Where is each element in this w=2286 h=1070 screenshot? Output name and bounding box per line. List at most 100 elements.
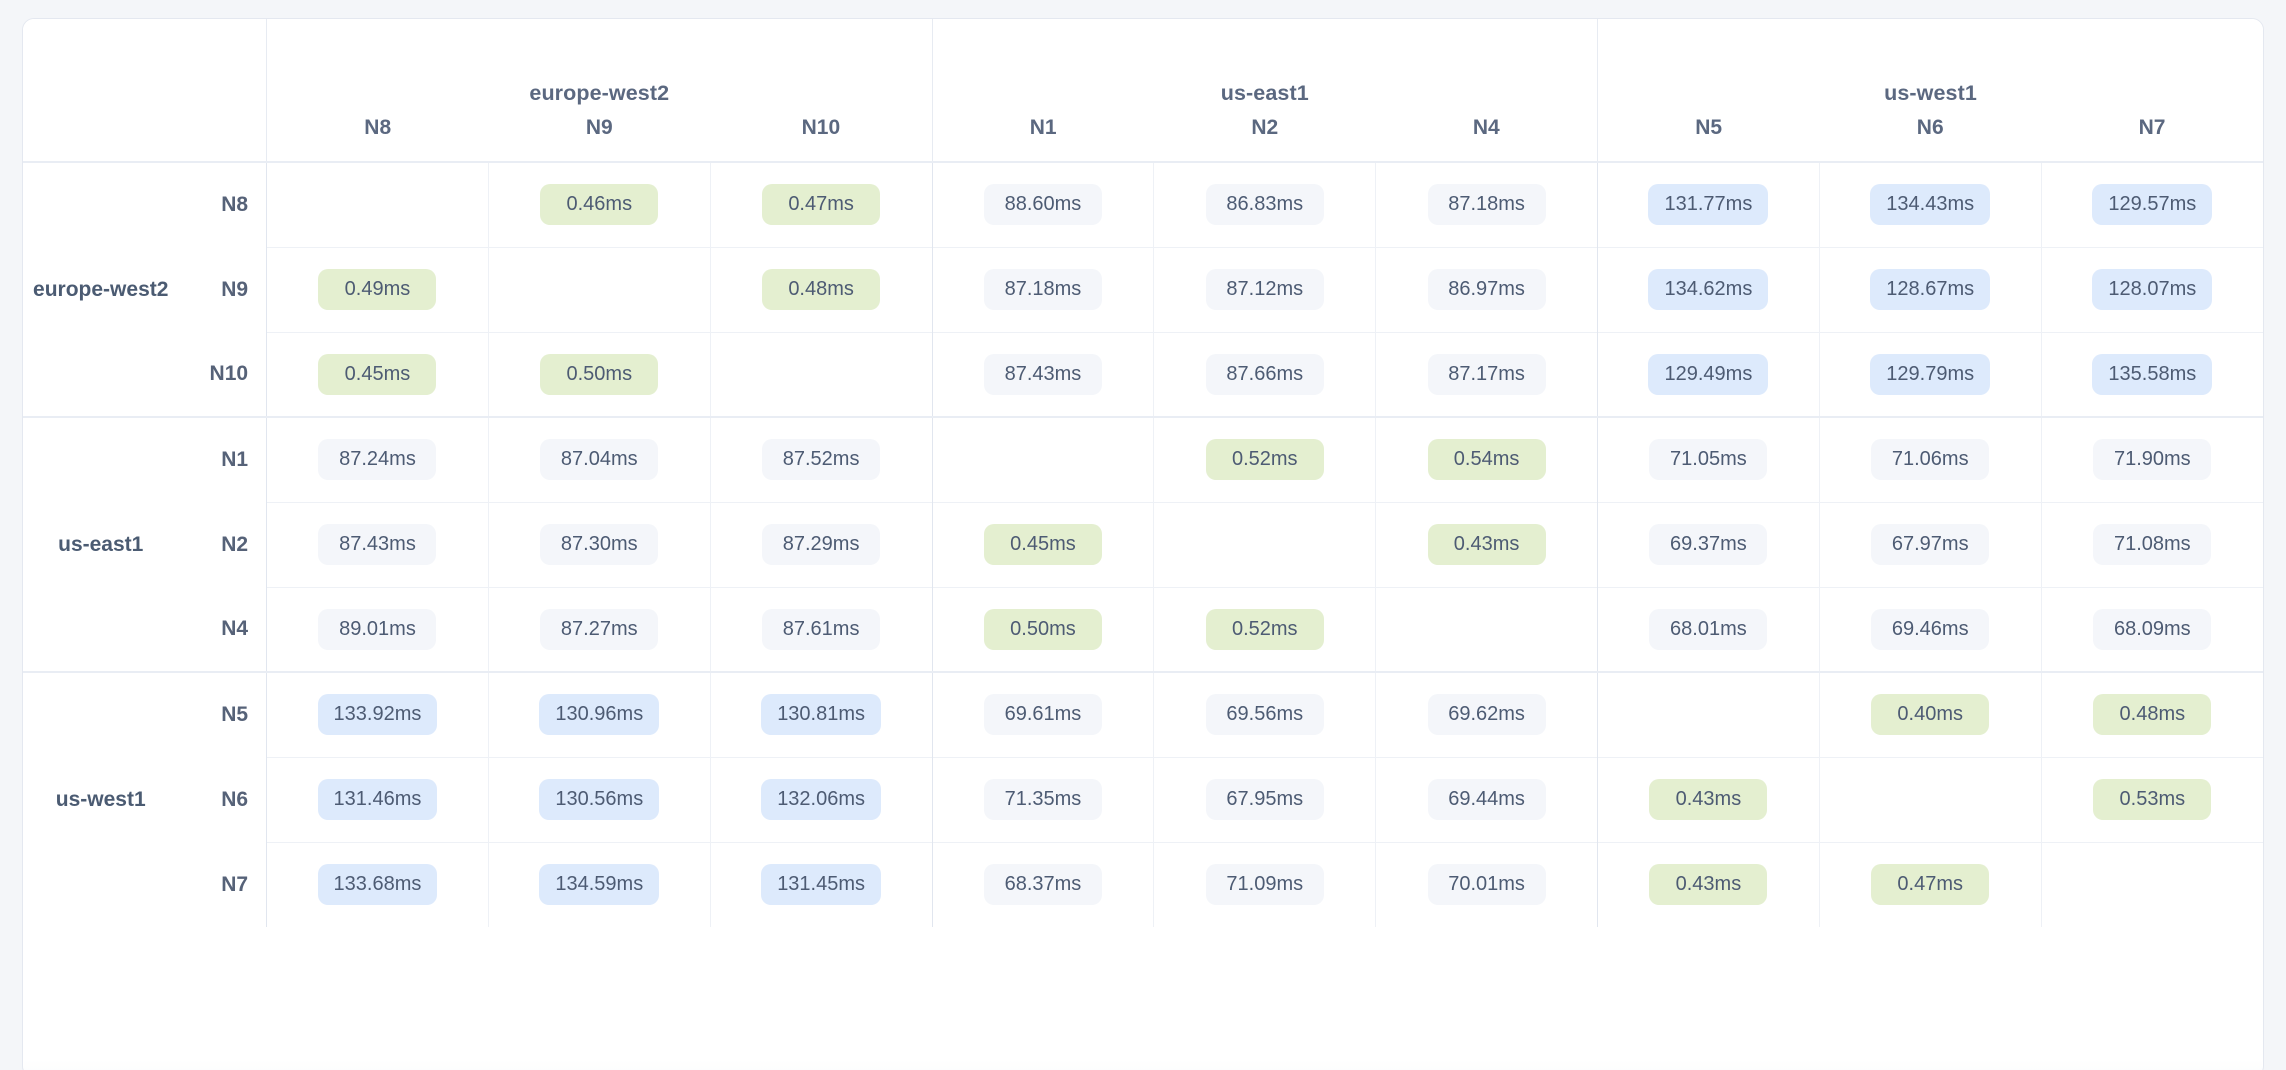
header-node-N2[interactable]: N2: [1153, 114, 1376, 163]
latency-cell[interactable]: 130.81ms: [709, 671, 933, 757]
latency-cell[interactable]: 71.35ms: [931, 756, 1154, 842]
latency-cell[interactable]: 0.43ms: [1597, 756, 1820, 842]
latency-cell[interactable]: 87.30ms: [487, 501, 711, 587]
latency-cell[interactable]: 86.97ms: [1375, 246, 1598, 332]
latency-cell[interactable]: 68.01ms: [1597, 586, 1820, 672]
latency-cell[interactable]: 131.46ms: [266, 756, 489, 842]
latency-cell[interactable]: 135.58ms: [2040, 331, 2263, 417]
latency-cell[interactable]: 87.17ms: [1375, 331, 1598, 417]
latency-cell[interactable]: 0.49ms: [266, 246, 489, 332]
latency-cell[interactable]: 0.43ms: [1597, 841, 1820, 927]
latency-cell[interactable]: 0.52ms: [1153, 416, 1376, 502]
latency-cell[interactable]: 134.43ms: [1818, 161, 2042, 247]
latency-cell[interactable]: 87.61ms: [709, 586, 933, 672]
row-node-label-N2[interactable]: N2: [178, 502, 268, 587]
latency-cell[interactable]: [1597, 671, 1820, 757]
latency-cell[interactable]: 133.68ms: [266, 841, 489, 927]
row-node-label-N5[interactable]: N5: [178, 671, 268, 757]
latency-cell[interactable]: 69.46ms: [1818, 586, 2042, 672]
latency-cell[interactable]: [2040, 841, 2263, 927]
latency-cell[interactable]: 131.77ms: [1597, 161, 1820, 247]
latency-cell[interactable]: 131.45ms: [709, 841, 933, 927]
latency-cell[interactable]: 70.01ms: [1375, 841, 1598, 927]
latency-cell[interactable]: 71.08ms: [2040, 501, 2263, 587]
latency-cell[interactable]: 71.06ms: [1818, 416, 2042, 502]
latency-cell[interactable]: 71.09ms: [1153, 841, 1376, 927]
latency-cell[interactable]: [1818, 756, 2042, 842]
latency-cell[interactable]: 134.59ms: [487, 841, 711, 927]
latency-cell[interactable]: 71.90ms: [2040, 416, 2263, 502]
latency-cell[interactable]: 87.24ms: [266, 416, 489, 502]
row-node-label-N9[interactable]: N9: [178, 247, 268, 332]
latency-cell[interactable]: 133.92ms: [266, 671, 489, 757]
row-node-label-N7[interactable]: N7: [178, 842, 268, 927]
latency-cell[interactable]: 129.49ms: [1597, 331, 1820, 417]
latency-cell[interactable]: 0.45ms: [266, 331, 489, 417]
latency-cell[interactable]: 134.62ms: [1597, 246, 1820, 332]
latency-cell[interactable]: 129.79ms: [1818, 331, 2042, 417]
latency-cell[interactable]: 0.43ms: [1375, 501, 1598, 587]
latency-cell[interactable]: [487, 246, 711, 332]
latency-cell[interactable]: 0.45ms: [931, 501, 1154, 587]
latency-cell[interactable]: 71.05ms: [1597, 416, 1820, 502]
latency-cell[interactable]: 0.54ms: [1375, 416, 1598, 502]
latency-cell[interactable]: 69.62ms: [1375, 671, 1598, 757]
latency-cell[interactable]: 87.66ms: [1153, 331, 1376, 417]
latency-cell[interactable]: 68.37ms: [931, 841, 1154, 927]
latency-cell[interactable]: [709, 331, 933, 417]
latency-cell[interactable]: 67.97ms: [1818, 501, 2042, 587]
latency-cell[interactable]: 128.67ms: [1818, 246, 2042, 332]
latency-cell[interactable]: 0.47ms: [1818, 841, 2042, 927]
row-node-label-N10[interactable]: N10: [178, 332, 268, 417]
header-node-N7[interactable]: N7: [2041, 114, 2263, 163]
latency-cell[interactable]: 132.06ms: [709, 756, 933, 842]
latency-cell[interactable]: 87.18ms: [1375, 161, 1598, 247]
row-node-label-N8[interactable]: N8: [178, 162, 268, 247]
latency-cell[interactable]: [266, 161, 489, 247]
latency-cell[interactable]: 87.04ms: [487, 416, 711, 502]
latency-cell[interactable]: 88.60ms: [931, 161, 1154, 247]
latency-cell[interactable]: 129.57ms: [2040, 161, 2263, 247]
latency-cell[interactable]: 89.01ms: [266, 586, 489, 672]
latency-cell[interactable]: 87.12ms: [1153, 246, 1376, 332]
header-node-N1[interactable]: N1: [931, 114, 1154, 163]
latency-cell[interactable]: 67.95ms: [1153, 756, 1376, 842]
row-node-label-N1[interactable]: N1: [178, 416, 268, 502]
latency-cell[interactable]: 86.83ms: [1153, 161, 1376, 247]
latency-cell[interactable]: 130.96ms: [487, 671, 711, 757]
header-node-N6[interactable]: N6: [1819, 114, 2042, 163]
row-node-label-N4[interactable]: N4: [178, 587, 268, 672]
header-node-N8[interactable]: N8: [266, 114, 489, 163]
latency-cell[interactable]: [931, 416, 1154, 502]
latency-cell[interactable]: [1153, 501, 1376, 587]
latency-cell[interactable]: 130.56ms: [487, 756, 711, 842]
latency-cell[interactable]: 0.53ms: [2040, 756, 2263, 842]
latency-cell[interactable]: 0.40ms: [1818, 671, 2042, 757]
header-node-N5[interactable]: N5: [1597, 114, 1820, 163]
latency-cell[interactable]: 0.47ms: [709, 161, 933, 247]
latency-cell[interactable]: 0.46ms: [487, 161, 711, 247]
header-node-N9[interactable]: N9: [488, 114, 711, 163]
latency-cell[interactable]: 69.37ms: [1597, 501, 1820, 587]
header-node-N10[interactable]: N10: [710, 114, 933, 163]
latency-cell[interactable]: 0.48ms: [709, 246, 933, 332]
latency-cell[interactable]: 128.07ms: [2040, 246, 2263, 332]
latency-cell[interactable]: 87.18ms: [931, 246, 1154, 332]
latency-cell[interactable]: 87.27ms: [487, 586, 711, 672]
latency-cell[interactable]: 0.48ms: [2040, 671, 2263, 757]
latency-cell[interactable]: 0.52ms: [1153, 586, 1376, 672]
latency-cell[interactable]: 0.50ms: [931, 586, 1154, 672]
latency-cell[interactable]: 87.52ms: [709, 416, 933, 502]
latency-cell[interactable]: 68.09ms: [2040, 586, 2263, 672]
latency-cell[interactable]: 87.29ms: [709, 501, 933, 587]
latency-cell[interactable]: 0.50ms: [487, 331, 711, 417]
latency-cell[interactable]: [1375, 586, 1598, 672]
latency-cell[interactable]: 87.43ms: [931, 331, 1154, 417]
latency-cell[interactable]: 69.61ms: [931, 671, 1154, 757]
latency-cell[interactable]: 69.56ms: [1153, 671, 1376, 757]
header-node-N4[interactable]: N4: [1375, 114, 1598, 163]
latency-value: 134.59ms: [539, 864, 660, 906]
latency-cell[interactable]: 87.43ms: [266, 501, 489, 587]
latency-cell[interactable]: 69.44ms: [1375, 756, 1598, 842]
row-node-label-N6[interactable]: N6: [178, 757, 268, 842]
